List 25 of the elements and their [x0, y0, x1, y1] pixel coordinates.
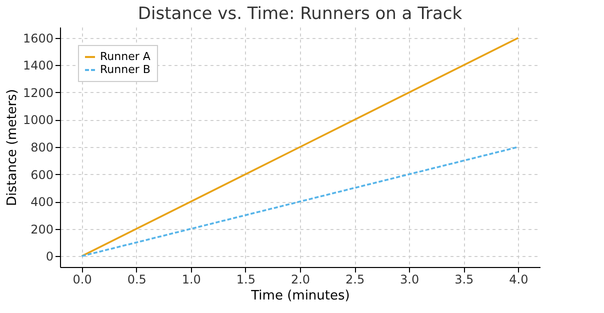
x-tick-label: 2.0 — [290, 272, 310, 286]
x-tick-label: 0.5 — [127, 272, 146, 286]
y-tick-label: 1200 — [22, 86, 54, 100]
y-tick-label: 400 — [30, 195, 54, 210]
y-tick-label: 800 — [30, 140, 54, 154]
x-tick-label: 1.5 — [236, 272, 256, 286]
legend-label: Runner A — [100, 50, 151, 63]
legend-label: Runner B — [100, 63, 150, 76]
x-tick-label: 0.0 — [72, 272, 92, 286]
x-tick-label: 2.5 — [346, 272, 365, 286]
chart-title: Distance vs. Time: Runners on a Track — [138, 4, 462, 24]
y-axis-title: Distance (meters) — [4, 89, 20, 206]
y-tick-label: 600 — [30, 168, 54, 182]
x-axis-title: Time (minutes) — [250, 288, 350, 304]
line-series — [80, 37, 520, 257]
y-tick-label: 1400 — [22, 58, 54, 73]
x-tick-label: 4.0 — [509, 272, 528, 286]
x-tick-label: 3.0 — [400, 272, 420, 286]
y-tick-label: 0 — [46, 250, 54, 264]
y-tick-label: 200 — [30, 222, 54, 236]
x-tick-label: 3.5 — [454, 272, 474, 286]
y-tick-label: 1000 — [22, 113, 54, 128]
x-tick-label: 1.0 — [182, 272, 201, 286]
line-series — [80, 146, 520, 257]
y-tick-label: 1600 — [22, 31, 54, 46]
